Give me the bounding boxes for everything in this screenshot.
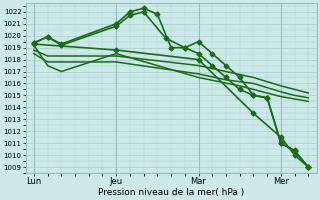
X-axis label: Pression niveau de la mer( hPa ): Pression niveau de la mer( hPa ): [98, 188, 244, 197]
